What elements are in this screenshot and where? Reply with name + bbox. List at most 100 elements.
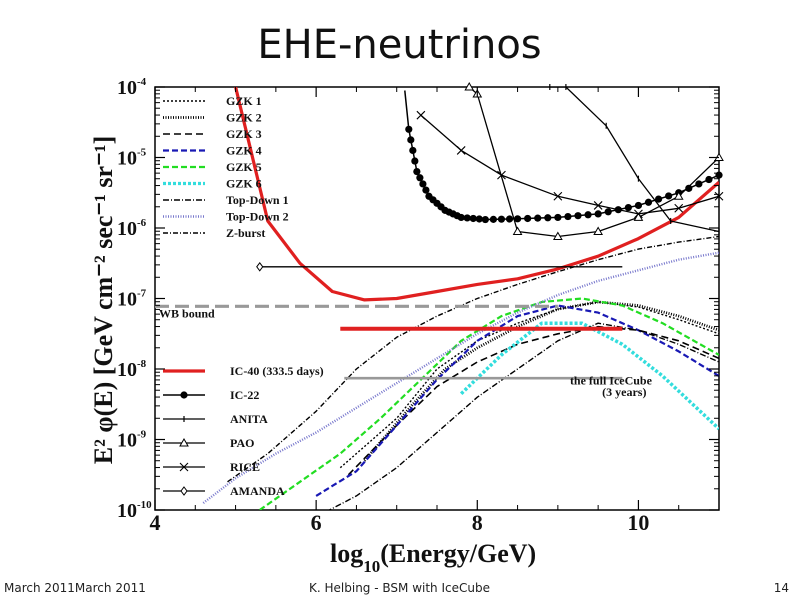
marker-dot bbox=[416, 174, 424, 182]
marker-dot bbox=[505, 215, 514, 223]
legend-entry: GZK 1 bbox=[163, 94, 262, 108]
legend-entry: Z-burst bbox=[163, 226, 265, 240]
marker-dot bbox=[534, 214, 542, 222]
x-tick-label: 4 bbox=[150, 510, 161, 535]
series-pao bbox=[468, 87, 719, 238]
marker-x bbox=[416, 110, 426, 120]
footer-page-number: 14 bbox=[773, 581, 789, 595]
marker-dot bbox=[705, 175, 713, 184]
legend-label: GZK 6 bbox=[226, 177, 262, 191]
marker-tri bbox=[633, 212, 644, 221]
marker-dot bbox=[604, 208, 612, 216]
marker-dot bbox=[497, 215, 506, 223]
legend-label: RICE bbox=[230, 460, 260, 474]
marker-dot bbox=[564, 212, 572, 221]
marker-dot bbox=[644, 198, 653, 206]
legend-entry: GZK 5 bbox=[163, 160, 262, 174]
series-gzk-5 bbox=[259, 297, 719, 510]
marker-dot bbox=[419, 180, 427, 188]
marker-dot bbox=[463, 214, 471, 222]
legend-entry: IC-40 (333.5 days) bbox=[163, 364, 324, 378]
series-rice bbox=[420, 114, 719, 215]
annotation-label: WB bound bbox=[159, 307, 215, 321]
y-tick-label: 10-8 bbox=[117, 358, 147, 381]
series-gzk-6 bbox=[459, 321, 719, 431]
marker-dot bbox=[413, 168, 421, 176]
series-gzk-4 bbox=[315, 304, 719, 497]
legend-label: GZK 5 bbox=[226, 160, 262, 174]
marker-dot bbox=[481, 215, 489, 224]
legend-label: GZK 2 bbox=[226, 111, 262, 125]
series-gzk-1 bbox=[339, 301, 719, 469]
y-tick-label: 10-5 bbox=[117, 147, 147, 170]
legend-marker bbox=[179, 437, 189, 447]
legend-label: IC-22 bbox=[230, 388, 259, 402]
marker-x bbox=[593, 201, 603, 210]
marker-x bbox=[456, 146, 466, 155]
legend-entry: GZK 6 bbox=[163, 177, 262, 191]
marker-dot bbox=[695, 180, 703, 188]
series-gzk-3 bbox=[347, 325, 719, 476]
annotations: WB bound the full IceCube(3 years) bbox=[159, 307, 653, 399]
marker-x bbox=[553, 191, 563, 201]
marker-dot bbox=[574, 212, 582, 220]
legend-label: GZK 4 bbox=[226, 144, 262, 158]
series-z-burst bbox=[227, 235, 719, 483]
legend-entry: IC-22 bbox=[163, 388, 259, 402]
markers-layer bbox=[256, 81, 724, 272]
series-anita bbox=[549, 87, 719, 233]
y-tick-label: 10-10 bbox=[117, 499, 152, 522]
y-tick-label: 10-6 bbox=[117, 217, 147, 240]
slide-title: EHE-neutrinos bbox=[257, 22, 542, 68]
legend-entry: RICE bbox=[163, 460, 260, 474]
marker-dot bbox=[469, 214, 477, 223]
legend-entry: GZK 3 bbox=[163, 127, 262, 141]
legend-label: Top-Down 2 bbox=[226, 210, 289, 224]
marker-dot bbox=[614, 206, 622, 214]
marker-dot bbox=[584, 211, 592, 219]
marker-dot bbox=[685, 184, 693, 192]
legend-label: Top-Down 1 bbox=[226, 193, 289, 207]
legend-label: GZK 1 bbox=[226, 94, 262, 108]
marker-dot bbox=[405, 125, 413, 133]
legend-label: AMANDA bbox=[230, 484, 285, 498]
marker-tri bbox=[593, 226, 604, 236]
marker-dot bbox=[654, 195, 663, 203]
x-tick-label: 6 bbox=[311, 510, 322, 535]
marker-dot bbox=[594, 210, 602, 218]
footer-author: K. Helbing - BSM with IceCube bbox=[309, 581, 490, 595]
marker-x bbox=[634, 209, 643, 219]
footer-date: March 2011March 2011 bbox=[4, 581, 146, 595]
marker-dot bbox=[554, 213, 562, 222]
y-tick-label: 10-7 bbox=[117, 288, 147, 311]
legend-marker bbox=[180, 486, 188, 496]
series-top-down-2 bbox=[202, 251, 719, 504]
marker-dot bbox=[407, 136, 415, 144]
marker-diamond bbox=[256, 261, 264, 272]
marker-dot bbox=[411, 157, 419, 165]
marker-tri bbox=[464, 81, 475, 91]
marker-tri bbox=[552, 231, 563, 240]
series-top-down-1 bbox=[327, 322, 719, 510]
marker-dot bbox=[422, 186, 430, 194]
legend-entry: PAO bbox=[163, 436, 254, 450]
marker-tri bbox=[673, 191, 684, 200]
marker-dot bbox=[489, 215, 497, 223]
legend-label: Z-burst bbox=[226, 226, 265, 240]
marker-dot bbox=[513, 215, 522, 223]
marker-tri bbox=[512, 226, 523, 236]
annotation-label: the full IceCube bbox=[570, 374, 653, 388]
series-ic-40-333-5-days- bbox=[234, 87, 719, 302]
legend-marker bbox=[180, 391, 188, 399]
marker-x bbox=[674, 203, 684, 213]
legend-entry: Top-Down 1 bbox=[163, 193, 289, 207]
legend-entry: GZK 4 bbox=[163, 144, 262, 158]
neutrino-flux-chart: 4 6 8 10 10-10 10-9 10-8 10-7 10-6 10-5 10-4 GZK 1… bbox=[89, 76, 724, 575]
legend: GZK 1 GZK 2 GZK 3 GZK 4 GZK 5 GZK 6 Top-Down 1… bbox=[163, 94, 324, 498]
x-tick-label: 10 bbox=[627, 510, 649, 535]
series-layer bbox=[155, 87, 719, 510]
marker-dot bbox=[409, 146, 417, 155]
y-tick-label: 10-4 bbox=[117, 76, 147, 99]
legend-label: GZK 3 bbox=[226, 127, 262, 141]
marker-dot bbox=[634, 201, 643, 210]
